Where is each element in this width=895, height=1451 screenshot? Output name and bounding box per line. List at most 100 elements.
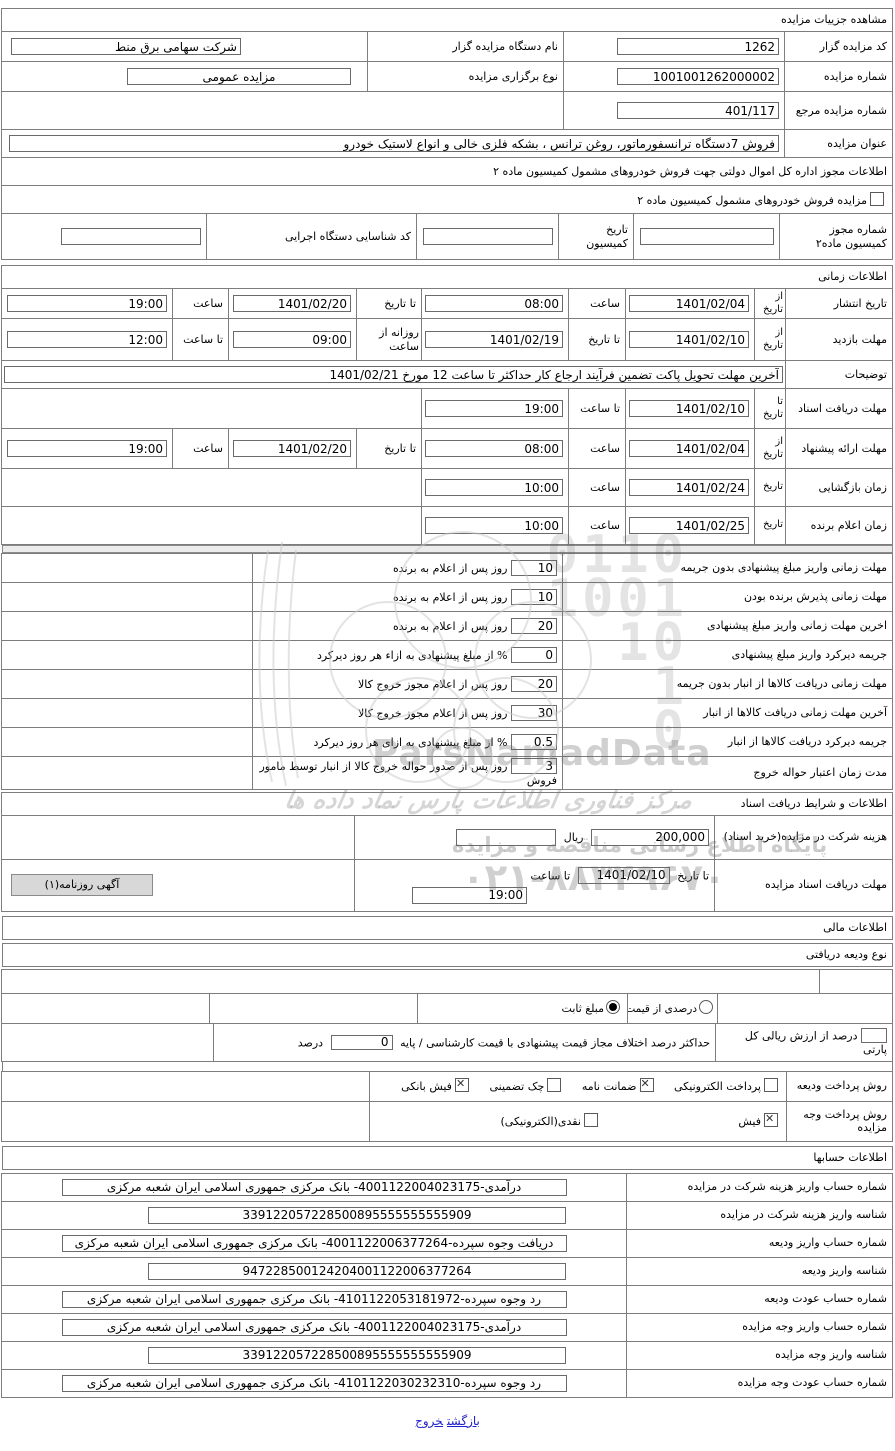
hour-label: ساعت <box>172 288 229 319</box>
account-row-input[interactable] <box>148 1262 566 1280</box>
offer-to-date-input[interactable] <box>233 440 351 457</box>
fixed-amount-radio[interactable] <box>606 1000 620 1015</box>
opening-time-input[interactable] <box>425 479 563 496</box>
row-unit: روز پس از اعلام به برنده <box>392 562 508 575</box>
account-row-input[interactable] <box>61 1290 567 1308</box>
electronic-payment-checkbox[interactable] <box>764 1078 778 1093</box>
receipt-checkbox[interactable] <box>764 1112 778 1128</box>
winner-date-input[interactable] <box>629 517 749 534</box>
auction-type-input[interactable] <box>126 68 351 85</box>
row-label: جریمه دیرکرد واریز مبلغ پیشنهادی <box>562 640 893 670</box>
row-value-input[interactable] <box>511 705 557 721</box>
table-row: اخرین مهلت زمانی واریز مبلغ پیشنهادی روز… <box>1 611 893 641</box>
guarantee-letter-checkbox[interactable] <box>639 1077 654 1093</box>
offer-from-time-input[interactable] <box>425 440 563 457</box>
auctioneer-name-label: نام دستگاه مزایده گزار <box>367 31 564 62</box>
percent-of-base-radio[interactable] <box>699 1000 713 1015</box>
docs-deadline-date-input[interactable] <box>577 866 670 884</box>
account-row: شماره حساب عودت وجه مزایده <box>1 1368 893 1398</box>
visit-to-time-input[interactable] <box>7 331 167 348</box>
account-row-label: شماره حساب واریز وجه مزایده <box>626 1312 893 1342</box>
account-row-input[interactable] <box>61 1318 567 1336</box>
fee-extra-input[interactable] <box>456 828 557 846</box>
row-label: جریمه دیرکرد دریافت کالاها از انبار <box>562 727 893 757</box>
to-hour-sublabel: تا ساعت <box>530 869 571 883</box>
to-date-sublabel: تا تاریخ <box>356 428 422 469</box>
row-value-input[interactable] <box>511 560 557 576</box>
party-percent-row: درصد از ارزش ریالی کل پارتی حداکثر درصد … <box>1 1022 893 1062</box>
auction-type-label: نوع برگزاری مزایده <box>367 61 564 92</box>
cash-electronic-checkbox[interactable] <box>583 1113 598 1128</box>
row-value-input[interactable] <box>511 758 557 774</box>
separator-bar <box>2 545 893 553</box>
row-value-cell: % از مبلغ پیشنهادی به ازاء هر روز دیرکرد <box>252 640 563 670</box>
opening-time-cell <box>421 468 569 507</box>
account-row-input[interactable] <box>148 1346 566 1364</box>
section-header-row: نوع ودیعه دریافتی <box>2 942 893 967</box>
offer-to-date-cell <box>228 428 357 469</box>
from-date-sublabel: از تاریخ <box>754 318 786 361</box>
account-row-input[interactable] <box>61 1374 567 1392</box>
account-row-cell <box>1 1340 627 1370</box>
docs-time-input[interactable] <box>425 400 563 417</box>
winner-time-input[interactable] <box>425 517 563 534</box>
docs-deadline-time-input[interactable] <box>412 886 527 904</box>
participation-fee-row: هزینه شرکت در مزایده(خرید اسناد) ریال <box>0 814 893 860</box>
commission-date-input[interactable] <box>423 228 553 245</box>
row-value-input[interactable] <box>511 676 557 692</box>
executive-id-input[interactable] <box>61 228 201 245</box>
winner-time-cell <box>421 506 569 545</box>
opening-date-input[interactable] <box>629 479 749 496</box>
auction-number-input[interactable] <box>617 68 779 85</box>
table-row <box>2 1060 893 1072</box>
percent-of-base-label: درصدی از قیمت پایه <box>627 1003 698 1016</box>
madeh2-checkbox[interactable] <box>870 191 884 206</box>
docs-deadline-row: مهلت دریافت اسناد مزایده تا تاریخ تا ساع… <box>0 858 893 912</box>
reference-number-cell <box>563 91 785 130</box>
visit-to-date-input[interactable] <box>425 331 563 348</box>
publish-to-time-input[interactable] <box>7 295 167 312</box>
publish-from-date-input[interactable] <box>629 295 749 312</box>
row-value-input[interactable] <box>511 734 557 750</box>
account-row-cell <box>1 1228 627 1258</box>
timing-section-header: اطلاعات زمانی <box>0 265 894 289</box>
newspaper-ad-button[interactable]: آگهی روزنامه(۱) <box>10 874 153 897</box>
empty-cell <box>0 91 565 130</box>
bank-receipt-checkbox[interactable] <box>454 1077 469 1093</box>
auction-title-input[interactable] <box>9 135 779 152</box>
visit-daily-from-input[interactable] <box>233 331 351 348</box>
auctioneer-name-input[interactable] <box>10 38 241 55</box>
winner-announce-label: زمان اعلام برنده <box>785 506 893 545</box>
reference-number-input[interactable] <box>617 102 779 119</box>
exit-link[interactable]: خروج <box>415 1413 444 1428</box>
publish-to-date-input[interactable] <box>233 295 351 312</box>
back-link[interactable]: بازگشت <box>447 1413 480 1428</box>
offer-from-date-input[interactable] <box>629 440 749 457</box>
account-row-input[interactable] <box>61 1234 567 1252</box>
account-row-input[interactable] <box>148 1206 566 1224</box>
table-row: مزایده فروش خودروهای مشمول کمیسیون ماده … <box>0 185 894 214</box>
opening-date-cell <box>625 468 755 507</box>
auctioneer-code-input[interactable] <box>617 38 779 55</box>
table-row: شماره مزایده مرجع <box>0 91 893 130</box>
table-row: جریمه دیرکرد دریافت کالاها از انبار % از… <box>1 727 893 757</box>
publish-from-time-input[interactable] <box>425 295 563 312</box>
row-value-input[interactable] <box>511 589 557 605</box>
docs-date-input[interactable] <box>629 400 749 417</box>
description-input[interactable] <box>3 366 783 383</box>
table-row <box>1 968 893 994</box>
account-row-cell <box>1 1368 627 1398</box>
participation-fee-input[interactable] <box>591 828 709 846</box>
max-diff-input[interactable] <box>330 1034 393 1050</box>
visit-from-date-input[interactable] <box>629 331 749 348</box>
party-percent-input[interactable] <box>861 1027 887 1043</box>
accounts-section-header: اطلاعات حسابها <box>2 1145 893 1170</box>
permit-number-input[interactable] <box>640 228 774 245</box>
offer-to-time-input[interactable] <box>7 440 167 457</box>
row-value-input[interactable] <box>511 647 557 663</box>
row-value-cell: % از مبلغ پیشنهادی به ازای هر روز دیرکرد <box>252 727 563 757</box>
empty-cell <box>1 756 253 790</box>
row-value-input[interactable] <box>511 618 557 634</box>
account-row-input[interactable] <box>61 1178 567 1196</box>
certified-check-checkbox[interactable] <box>547 1078 562 1093</box>
